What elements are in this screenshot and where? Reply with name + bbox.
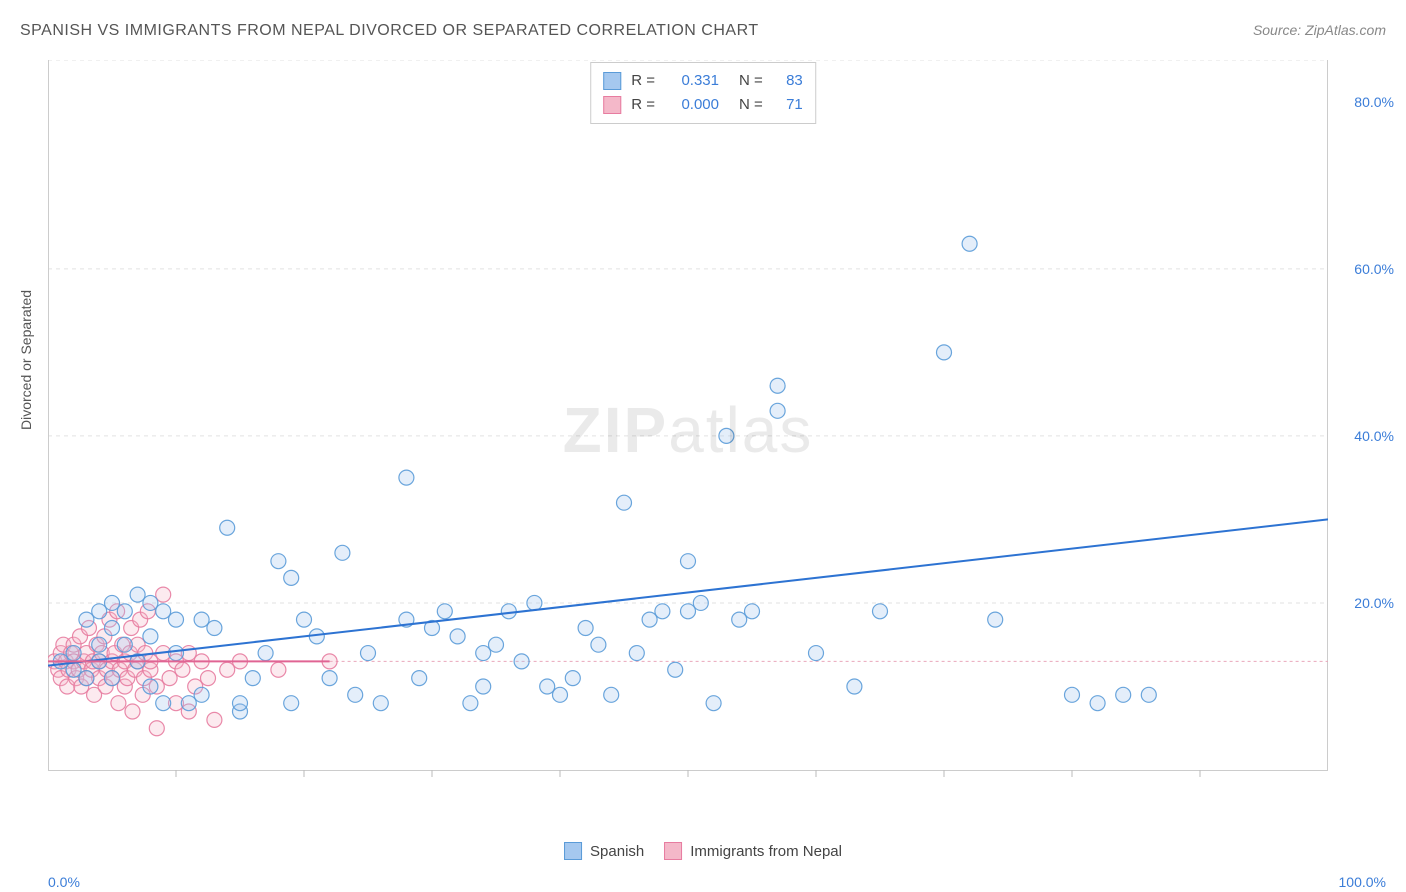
legend-swatch <box>564 842 582 860</box>
scatter-svg <box>48 60 1328 800</box>
legend-series-label: Spanish <box>590 843 644 860</box>
legend-series-label: Immigrants from Nepal <box>690 843 842 860</box>
n-label: N = <box>739 69 763 93</box>
y-tick-label: 60.0% <box>1354 261 1394 277</box>
legend-stats-box: R = 0.331 N = 83 R = 0.000 N = 71 <box>590 62 816 124</box>
legend-series-item: Immigrants from Nepal <box>664 842 842 860</box>
x-axis-min-label: 0.0% <box>48 874 80 890</box>
x-axis-max-label: 100.0% <box>1339 874 1386 890</box>
r-label: R = <box>631 69 655 93</box>
legend-swatch <box>664 842 682 860</box>
legend-series: Spanish Immigrants from Nepal <box>564 842 842 860</box>
y-tick-label: 80.0% <box>1354 94 1394 110</box>
n-value: 83 <box>773 69 803 93</box>
chart-plot-area: ZIPatlas <box>48 60 1328 800</box>
legend-stats-row: R = 0.331 N = 83 <box>603 69 803 93</box>
n-label: N = <box>739 93 763 117</box>
source-label: Source: ZipAtlas.com <box>1253 22 1386 38</box>
legend-stats-row: R = 0.000 N = 71 <box>603 93 803 117</box>
legend-swatch <box>603 96 621 114</box>
y-tick-label: 40.0% <box>1354 428 1394 444</box>
legend-series-item: Spanish <box>564 842 644 860</box>
chart-title: SPANISH VS IMMIGRANTS FROM NEPAL DIVORCE… <box>20 22 759 40</box>
y-axis-title: Divorced or Separated <box>18 290 34 430</box>
y-tick-label: 20.0% <box>1354 595 1394 611</box>
r-value: 0.000 <box>665 93 719 117</box>
r-value: 0.331 <box>665 69 719 93</box>
r-label: R = <box>631 93 655 117</box>
n-value: 71 <box>773 93 803 117</box>
legend-swatch <box>603 72 621 90</box>
